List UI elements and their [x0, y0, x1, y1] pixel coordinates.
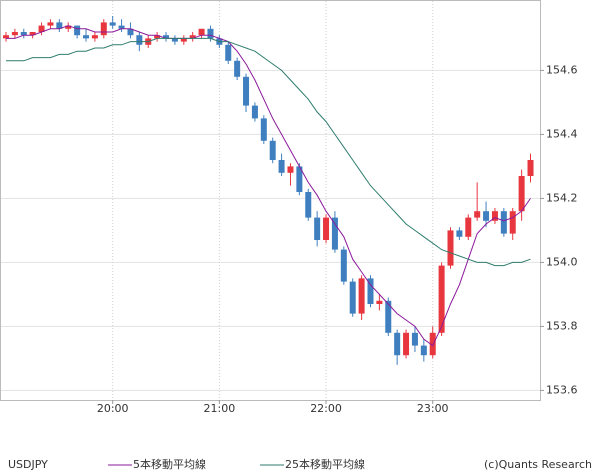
candle-body [385, 300, 392, 333]
y-tick-label: 154.6 [546, 63, 578, 76]
y-tick-label: 153.8 [546, 319, 578, 332]
x-tick-label: 20:00 [97, 402, 129, 415]
y-tick-label: 154.0 [546, 255, 578, 268]
candle-body [483, 211, 490, 221]
candle-body [340, 249, 347, 282]
candle-body [109, 22, 116, 26]
candle-body [358, 278, 365, 314]
candle-body [83, 35, 90, 39]
candle-body [491, 211, 498, 221]
candle-body [234, 60, 241, 77]
candle-body [438, 265, 445, 333]
candle-body [180, 38, 187, 42]
candle-body [127, 28, 134, 36]
candle-body [225, 44, 232, 61]
candle-body [91, 35, 98, 39]
candle-body [278, 160, 285, 173]
candle-body [500, 211, 507, 234]
candle-body [518, 176, 525, 212]
legend-label: 5本移動平均線 [133, 457, 206, 471]
symbol: USDJPY [8, 458, 48, 471]
candle-body [154, 35, 161, 39]
candle-body [198, 28, 205, 36]
candle-body [100, 22, 107, 36]
candle-body [189, 35, 196, 39]
candle-body [527, 160, 534, 176]
candle-body [323, 217, 330, 240]
candle-body [474, 211, 481, 218]
candle-body [251, 105, 258, 119]
candle-body [429, 332, 436, 356]
candle-body [3, 35, 9, 39]
candle-body [47, 22, 54, 26]
candle-body [11, 32, 18, 36]
y-tick-label: 154.2 [546, 191, 578, 204]
candle-body [447, 230, 454, 266]
candle-body [56, 22, 63, 29]
candle-body [349, 281, 356, 314]
candle-body [509, 211, 516, 234]
candle-body [269, 140, 276, 160]
candle-body [260, 118, 267, 141]
candle-body [74, 25, 81, 36]
candle-body [118, 25, 125, 29]
y-tick-label: 153.6 [546, 383, 578, 396]
candle-body [29, 32, 36, 36]
x-tick-label: 21:00 [204, 402, 236, 415]
candle-body [394, 332, 401, 356]
candle-body [403, 332, 410, 356]
candle-body [420, 345, 427, 356]
candle-body [456, 230, 463, 237]
candle-body [305, 192, 312, 218]
candle-body [296, 166, 303, 192]
y-tick-label: 154.4 [546, 127, 578, 140]
candle-body [367, 278, 374, 304]
candle-body [465, 217, 472, 237]
candle-body [20, 32, 27, 36]
candle-body [207, 28, 214, 39]
candle-body [171, 38, 178, 42]
x-tick-label: 23:00 [417, 402, 449, 415]
candle-body [331, 217, 338, 250]
plot-area [0, 0, 541, 401]
candle-body [376, 300, 383, 304]
moving-average-line [6, 37, 531, 267]
legend-label: 25本移動平均線 [285, 457, 365, 471]
candle-body [163, 35, 170, 39]
candle-body [411, 332, 418, 346]
candle-body [243, 76, 250, 106]
x-tick-label: 22:00 [310, 402, 342, 415]
candle-body [136, 35, 143, 45]
candle-body [314, 217, 321, 240]
candle-body [65, 25, 72, 29]
moving-average-line [6, 25, 531, 347]
candle-body [38, 25, 45, 32]
copyright: (c)Quants Research [484, 458, 592, 471]
candle-body [287, 166, 294, 173]
